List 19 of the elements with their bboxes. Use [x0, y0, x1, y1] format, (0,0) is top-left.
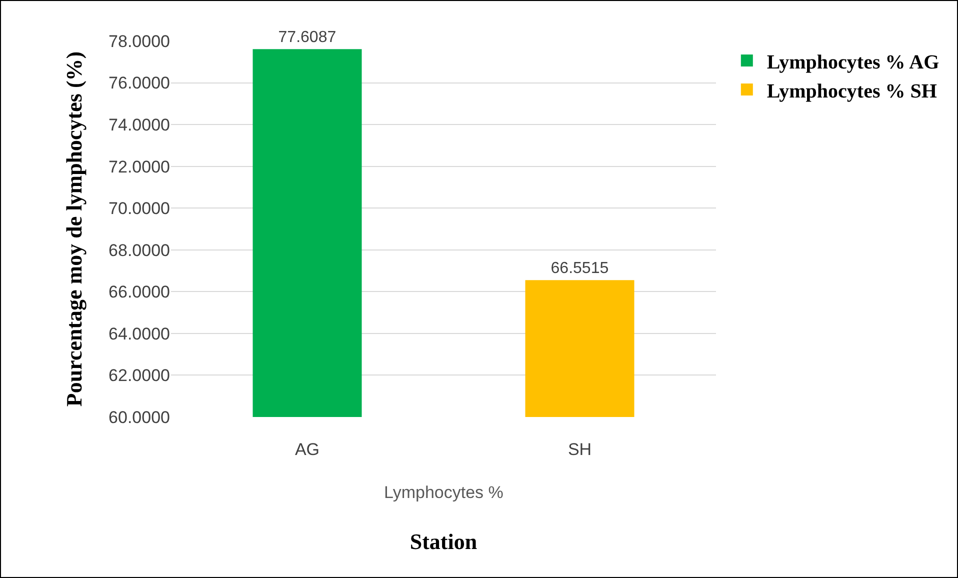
y-tick-label: 64.0000: [108, 324, 170, 344]
x-tick-label: SH: [568, 440, 592, 459]
y-tick-label: 74.0000: [108, 116, 170, 135]
y-tick-label: 78.0000: [108, 32, 170, 51]
y-tick-label: 66.0000: [108, 282, 170, 302]
x-axis-title: Station: [410, 528, 478, 554]
data-label: 77.6087: [278, 29, 336, 46]
y-tick-label: 60.0000: [108, 408, 170, 427]
y-tick-label: 62.0000: [108, 366, 170, 386]
y-tick-label: 70.0000: [108, 199, 170, 218]
y-axis-title: Pourcentage moy de lymphocytes (%): [61, 51, 86, 407]
legend-label: Lymphocytes % AG: [766, 51, 940, 74]
y-tick-label: 68.0000: [108, 240, 170, 260]
y-tick-label: 76.0000: [108, 74, 170, 93]
data-label: 66.5515: [550, 260, 609, 278]
text: Lymphocytes %: [384, 483, 504, 502]
y-tick-label: 72.0000: [108, 157, 170, 176]
legend-label: Lymphocytes % SH: [766, 80, 938, 102]
x-tick-label: AG: [294, 440, 320, 459]
